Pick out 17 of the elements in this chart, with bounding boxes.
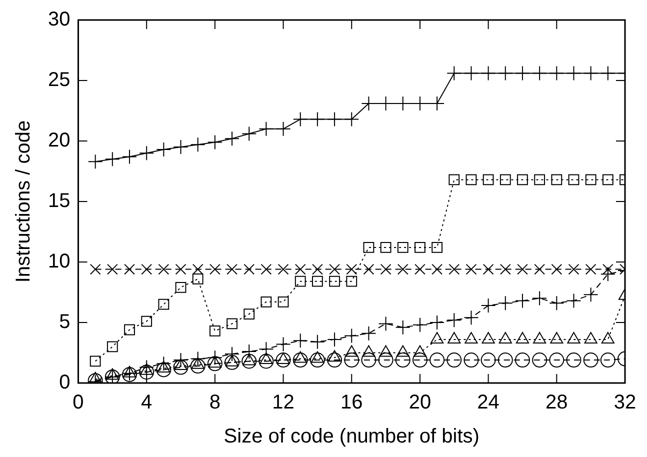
x-tick-label: 20	[408, 392, 432, 414]
x-tick-label: 24	[477, 392, 500, 414]
y-tick-label: 10	[48, 250, 70, 273]
x-tick-label: 28	[546, 392, 568, 414]
y-tick-label: 5	[59, 311, 70, 334]
x-tick-label: 4	[141, 392, 152, 414]
x-tick-label: 12	[272, 392, 294, 414]
x-tick-label: 16	[340, 392, 363, 414]
y-tick-label: 15	[48, 190, 70, 212]
y-tick-label: 30	[48, 8, 70, 31]
y-tick-label: 0	[59, 372, 70, 394]
x-tick-label: 8	[209, 392, 220, 414]
y-axis-title: Instructions / code	[12, 120, 35, 283]
y-tick-label: 25	[48, 69, 70, 92]
y-tick-label: 20	[48, 130, 70, 152]
x-axis-title: Size of code (number of bits)	[224, 426, 480, 448]
x-tick-label: 32	[614, 392, 636, 414]
